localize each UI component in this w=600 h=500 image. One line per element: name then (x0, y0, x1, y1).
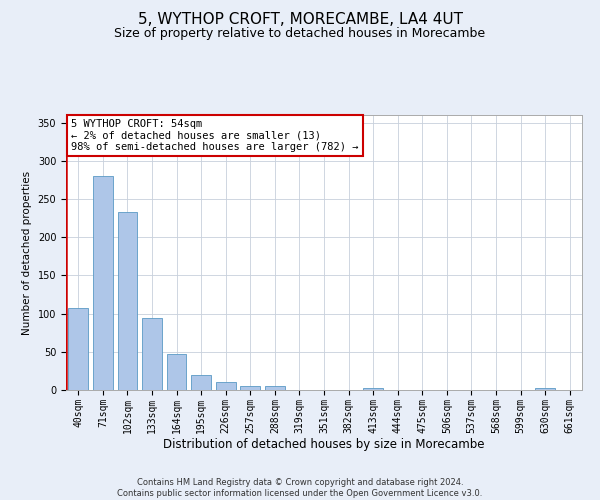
Bar (191, 376, 211, 390)
Bar (167, 354, 187, 390)
Text: 5 WYTHOP CROFT: 54sqm
← 2% of detached houses are smaller (13)
98% of semi-detac: 5 WYTHOP CROFT: 54sqm ← 2% of detached h… (71, 119, 359, 152)
Bar (364, 388, 383, 390)
Bar (118, 212, 137, 390)
Text: Contains HM Land Registry data © Crown copyright and database right 2024.
Contai: Contains HM Land Registry data © Crown c… (118, 478, 482, 498)
Text: 5, WYTHOP CROFT, MORECAMBE, LA4 4UT: 5, WYTHOP CROFT, MORECAMBE, LA4 4UT (137, 12, 463, 28)
Bar (535, 388, 555, 390)
Y-axis label: Number of detached properties: Number of detached properties (22, 170, 32, 334)
Bar (93, 176, 113, 390)
Bar (216, 382, 236, 390)
X-axis label: Distribution of detached houses by size in Morecambe: Distribution of detached houses by size … (163, 438, 485, 452)
Bar (68, 308, 88, 390)
Bar (142, 318, 162, 390)
Text: Size of property relative to detached houses in Morecambe: Size of property relative to detached ho… (115, 28, 485, 40)
Bar (265, 386, 284, 390)
Bar (241, 386, 260, 390)
